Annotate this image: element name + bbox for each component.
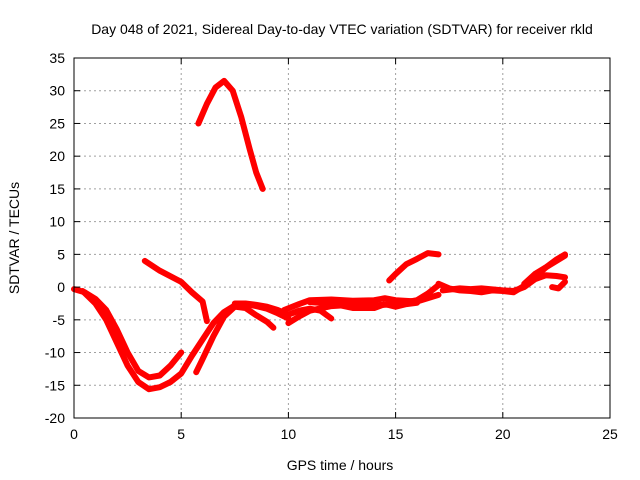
y-tick-label: 0 bbox=[57, 279, 65, 295]
x-tick-label: 0 bbox=[70, 426, 78, 442]
y-tick-label: 30 bbox=[49, 83, 65, 99]
y-tick-label: -10 bbox=[45, 345, 65, 361]
y-tick-label: 35 bbox=[49, 50, 65, 66]
x-tick-label: 10 bbox=[281, 426, 297, 442]
series-arc-5 bbox=[193, 303, 277, 376]
series-arc-9 bbox=[306, 299, 420, 311]
series-arc-10 bbox=[386, 250, 442, 284]
y-tick-label: 5 bbox=[57, 246, 65, 262]
y-tick-label: -5 bbox=[53, 312, 66, 328]
y-axis-label: SDTVAR / TECUs bbox=[6, 182, 22, 294]
y-tick-label: 20 bbox=[49, 148, 65, 164]
x-axis-label: GPS time / hours bbox=[287, 457, 394, 473]
plot-frame bbox=[73, 57, 611, 419]
x-tick-label: 5 bbox=[177, 426, 185, 442]
series-arc-4 bbox=[195, 77, 266, 192]
x-tick-label: 25 bbox=[602, 426, 618, 442]
chart-title: Day 048 of 2021, Sidereal Day-to-day VTE… bbox=[91, 21, 593, 37]
ticks: 0 5 10 15 20 25 -20 -15 -10 -5 0 5 10 15 20 25 30 35 bbox=[45, 50, 618, 442]
y-tick-label: 10 bbox=[49, 214, 65, 230]
series-arc-14 bbox=[549, 278, 568, 292]
x-tick-label: 20 bbox=[495, 426, 511, 442]
series-arc-12 bbox=[439, 272, 568, 294]
y-tick-label: 15 bbox=[49, 181, 65, 197]
series-layer bbox=[71, 77, 568, 393]
x-tick-label: 15 bbox=[388, 426, 404, 442]
y-tick-label: 25 bbox=[49, 115, 65, 131]
series-arc-13 bbox=[521, 251, 568, 287]
y-tick-label: -20 bbox=[45, 410, 65, 426]
y-tick-label: -15 bbox=[45, 377, 65, 393]
series-arc-3 bbox=[141, 257, 210, 325]
